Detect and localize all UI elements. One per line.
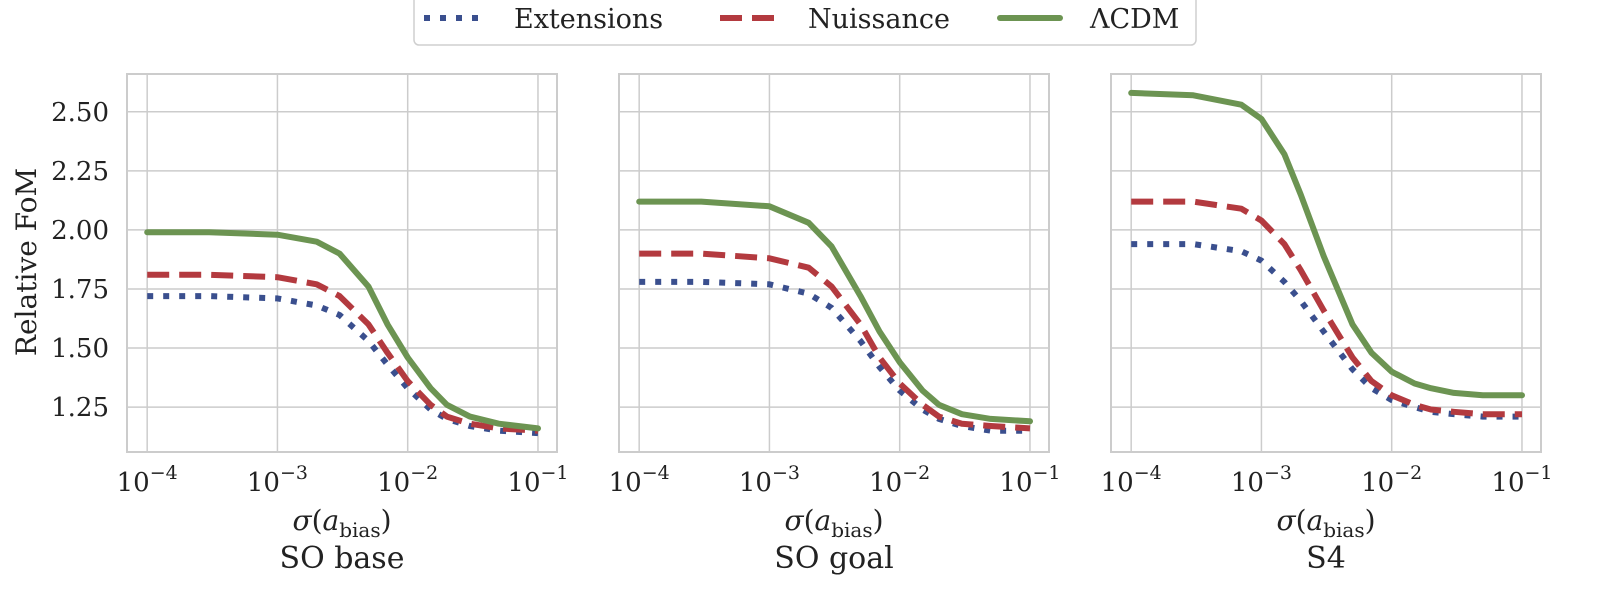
series-line-cdm bbox=[1128, 89, 1525, 399]
x-tick-label: 10−2 bbox=[1361, 462, 1422, 498]
panel-title: SO goal bbox=[774, 541, 893, 576]
series-line-extensions bbox=[639, 278, 1030, 434]
x-tick-label: 10−3 bbox=[739, 462, 800, 498]
series-line-extensions bbox=[147, 293, 539, 437]
legend-label: ΛCDM bbox=[1089, 4, 1179, 35]
x-tick-label: 10−2 bbox=[869, 462, 930, 498]
y-axis-title: Relative FoM bbox=[10, 168, 43, 356]
panel-title: S4 bbox=[1306, 541, 1346, 576]
x-tick-label: 10−4 bbox=[609, 462, 670, 498]
panel-title: SO base bbox=[280, 541, 405, 576]
y-tick-label: 2.50 bbox=[51, 98, 109, 128]
x-tick-label: 10−3 bbox=[1231, 462, 1292, 498]
plot-frame bbox=[126, 73, 558, 453]
y-tick-label: 2.25 bbox=[51, 157, 109, 187]
x-tick-label: 10−4 bbox=[1101, 462, 1162, 498]
x-tick-label: 10−1 bbox=[999, 462, 1060, 498]
x-tick-label: 10−4 bbox=[117, 462, 178, 498]
series-line-cdm bbox=[144, 229, 541, 432]
panel-2: 10−4 10−3 10−2 10−1 σ(abias)SO goal bbox=[609, 73, 1061, 576]
legend-frame bbox=[413, 0, 1197, 46]
series-line-nuissance bbox=[1131, 198, 1522, 418]
panel-1: 10−4 10−3 10−2 10−1 1.25 1.50 1.75 2.00 2.25 2.50… bbox=[51, 73, 569, 576]
x-tick-label: 10−3 bbox=[247, 462, 308, 498]
x-tick-label: 10−1 bbox=[507, 462, 568, 498]
x-tick-label: 10−2 bbox=[377, 462, 438, 498]
plot-frame bbox=[618, 73, 1050, 453]
legend-label: Extensions bbox=[514, 4, 663, 35]
legend: Extensions Nuissance ΛCDM bbox=[413, 0, 1197, 46]
y-tick-label: 2.00 bbox=[51, 216, 109, 246]
y-tick-label: 1.75 bbox=[51, 275, 109, 305]
x-axis-title: σ(abias) bbox=[784, 504, 883, 542]
series-line-nuissance bbox=[147, 271, 539, 434]
series-line-extensions bbox=[1131, 241, 1522, 420]
x-axis-title: σ(abias) bbox=[292, 504, 391, 542]
plot-frame bbox=[1110, 73, 1542, 453]
series-line-nuissance bbox=[639, 250, 1031, 432]
y-tick-label: 1.50 bbox=[51, 334, 109, 364]
panel-3: 10−4 10−3 10−2 10−1 σ(abias)S4 bbox=[1101, 73, 1553, 576]
series-line-cdm bbox=[636, 198, 1033, 425]
legend-label: Nuissance bbox=[808, 4, 950, 35]
x-tick-label: 10−1 bbox=[1491, 462, 1552, 498]
x-axis-title: σ(abias) bbox=[1276, 504, 1375, 542]
y-tick-label: 1.25 bbox=[51, 393, 109, 423]
